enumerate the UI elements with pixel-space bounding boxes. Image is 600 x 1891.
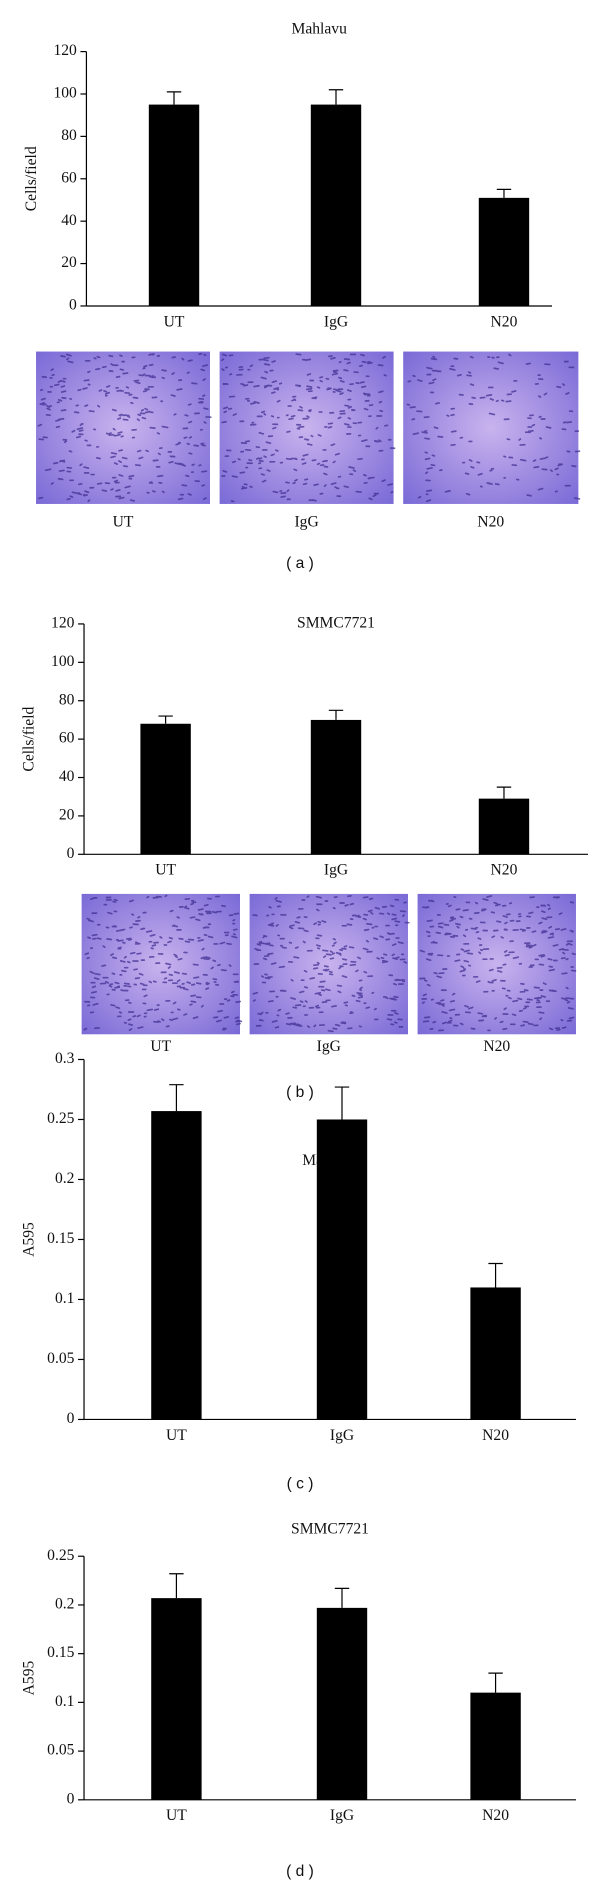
cell-texture [252, 894, 410, 1033]
x-tick-label: IgG [330, 1807, 354, 1824]
error-bar [496, 786, 512, 799]
micrograph [219, 351, 394, 504]
cell-texture [83, 894, 243, 1031]
y-axis-label: A595 [21, 1661, 38, 1696]
y-tick-label: 20 [59, 806, 75, 823]
y-tick-label: 0.1 [55, 1693, 74, 1710]
chart-title: SMMC7721 [297, 615, 375, 632]
cell-texture [419, 895, 577, 1032]
y-axis-label: Cells/field [23, 146, 40, 211]
error-bar [488, 1672, 503, 1693]
image-label: UT [150, 1038, 171, 1055]
cell-texture [221, 353, 396, 503]
image-label: IgG [317, 1038, 341, 1055]
y-tick-label: 40 [59, 768, 75, 785]
x-tick-label: UT [164, 313, 185, 330]
y-tick-label: 60 [61, 169, 77, 186]
y-tick-label: 0 [69, 297, 77, 314]
bar [470, 1692, 521, 1800]
bar [148, 104, 200, 306]
y-tick-label: 80 [59, 691, 75, 708]
y-tick-label: 0 [67, 1790, 75, 1807]
y-tick-label: 0 [67, 845, 75, 862]
error-bar [496, 188, 512, 198]
error-bar [328, 709, 344, 720]
panel-label: ( c ) [287, 1475, 314, 1492]
x-tick-label: N20 [491, 313, 518, 330]
image-label: N20 [477, 514, 504, 531]
error-bar [166, 91, 182, 105]
y-tick-label: 100 [51, 653, 75, 670]
y-tick-label: 120 [53, 42, 77, 59]
cell-texture [406, 353, 581, 503]
x-tick-label: UT [155, 862, 176, 879]
image-label: UT [113, 514, 134, 531]
y-tick-label: 0.05 [47, 1350, 74, 1367]
x-tick-label: IgG [324, 313, 348, 330]
x-tick-label: UT [166, 1427, 187, 1444]
y-tick-label: 0 [67, 1410, 75, 1427]
y-tick-label: 80 [61, 127, 77, 144]
bar [151, 1598, 202, 1800]
error-bar [488, 1262, 503, 1288]
bar [470, 1287, 521, 1420]
error-bar [169, 1573, 184, 1599]
chart-title: SMMC7721 [291, 1520, 369, 1537]
y-axis-label: A595 [21, 1222, 38, 1257]
y-tick-label: 60 [59, 730, 75, 747]
y-tick-label: 0.15 [47, 1644, 74, 1661]
y-tick-label: 0.3 [55, 1050, 75, 1067]
x-tick-label: UT [166, 1807, 187, 1824]
bar [310, 104, 362, 306]
y-tick-label: 0.05 [47, 1742, 74, 1759]
bar [316, 1119, 368, 1420]
y-tick-label: 40 [61, 212, 77, 229]
panel-label: ( b ) [286, 1084, 314, 1101]
bar [310, 719, 362, 855]
y-tick-label: 0.1 [55, 1290, 74, 1307]
y-tick-label: 0.15 [47, 1230, 74, 1247]
error-bar [334, 1086, 350, 1120]
image-label: N20 [483, 1038, 510, 1055]
y-tick-label: 0.25 [47, 1547, 74, 1564]
y-tick-label: 0.2 [55, 1596, 74, 1613]
bar [478, 798, 530, 855]
micrograph [36, 351, 211, 504]
error-bar [334, 1587, 350, 1608]
bar [151, 1111, 202, 1420]
bar [140, 723, 191, 855]
bar [478, 197, 530, 306]
panel-label: ( d ) [286, 1863, 314, 1880]
y-tick-label: 120 [51, 615, 75, 632]
x-tick-label: N20 [482, 1427, 509, 1444]
micrograph [81, 893, 241, 1035]
y-tick-label: 0.25 [47, 1110, 74, 1127]
error-bar [158, 715, 173, 724]
y-axis-label: Cells/field [21, 706, 38, 771]
y-tick-label: 20 [61, 254, 77, 271]
image-label: IgG [294, 514, 318, 531]
x-tick-label: IgG [330, 1427, 354, 1444]
x-tick-label: N20 [482, 1807, 509, 1824]
cell-texture [37, 352, 212, 503]
x-tick-label: N20 [491, 862, 518, 879]
error-bar [328, 89, 344, 105]
y-tick-label: 0.2 [55, 1170, 74, 1187]
x-tick-label: IgG [324, 862, 348, 879]
error-bar [169, 1084, 184, 1112]
micrograph [417, 893, 576, 1035]
y-tick-label: 100 [53, 85, 77, 102]
bar [316, 1607, 368, 1800]
micrograph [249, 893, 408, 1035]
chart-title: Mahlavu [292, 21, 348, 38]
panel-label: ( a ) [286, 555, 314, 572]
